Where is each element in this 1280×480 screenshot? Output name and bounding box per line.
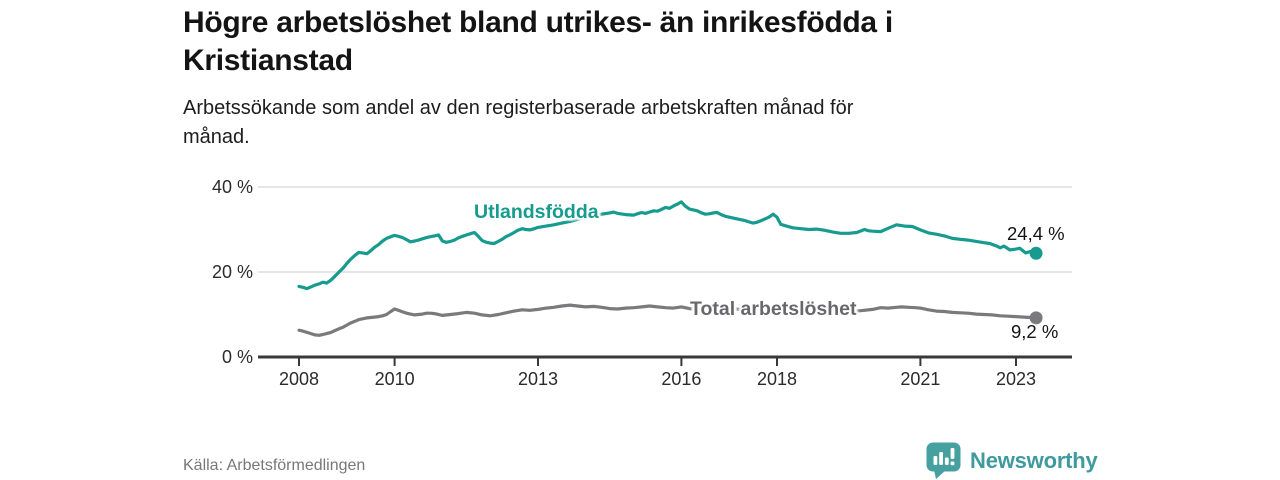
y-axis-label-0: 0 %	[222, 347, 253, 367]
x-axis-label-2023: 2023	[996, 369, 1036, 389]
chart-title: Högre arbetslöshet bland utrikes- än inr…	[183, 4, 1083, 80]
x-axis-label-2008: 2008	[279, 369, 319, 389]
x-axis-label-2018: 2018	[757, 369, 797, 389]
x-axis-label-2010: 2010	[375, 369, 415, 389]
end-dot-utlandsf-dda	[1029, 246, 1043, 260]
y-axis-label-20: 20 %	[212, 262, 253, 282]
x-axis-label-2021: 2021	[900, 369, 940, 389]
series-line-utlandsf-dda	[297, 200, 1038, 291]
chart-subtitle: Arbetssökande som andel av den registerb…	[183, 94, 1083, 152]
chart-title-line2: Kristianstad	[183, 44, 353, 77]
chart-subtitle-line2: månad.	[183, 126, 250, 148]
y-axis-label-40: 40 %	[212, 177, 253, 197]
chart-header: Högre arbetslöshet bland utrikes- än inr…	[183, 4, 1083, 152]
x-axis-label-2013: 2013	[518, 369, 558, 389]
series-label-utlandsfodda: Utlandsfödda	[474, 201, 599, 223]
end-dot-total-arbetsl-shet	[1029, 311, 1043, 325]
end-value-total-arbetsloshet: 9,2 %	[1011, 321, 1059, 342]
series-line-total-arbetsl-shet	[297, 303, 1038, 337]
chart-subtitle-line1: Arbetssökande som andel av den registerb…	[183, 97, 854, 119]
chart-title-line1: Högre arbetslöshet bland utrikes- än inr…	[183, 6, 893, 39]
newsworthy-logo: Newsworthy	[926, 442, 1098, 479]
x-axis-label-2016: 2016	[661, 369, 701, 389]
source-note: Källa: Arbetsförmedlingen	[183, 457, 366, 474]
series-label-total-arbetsloshet: Total arbetslöshet	[690, 298, 857, 320]
newsworthy-wordmark: Newsworthy	[970, 447, 1098, 473]
end-value-utlandsfodda: 24,4 %	[1007, 223, 1065, 244]
newsworthy-icon	[926, 442, 961, 479]
